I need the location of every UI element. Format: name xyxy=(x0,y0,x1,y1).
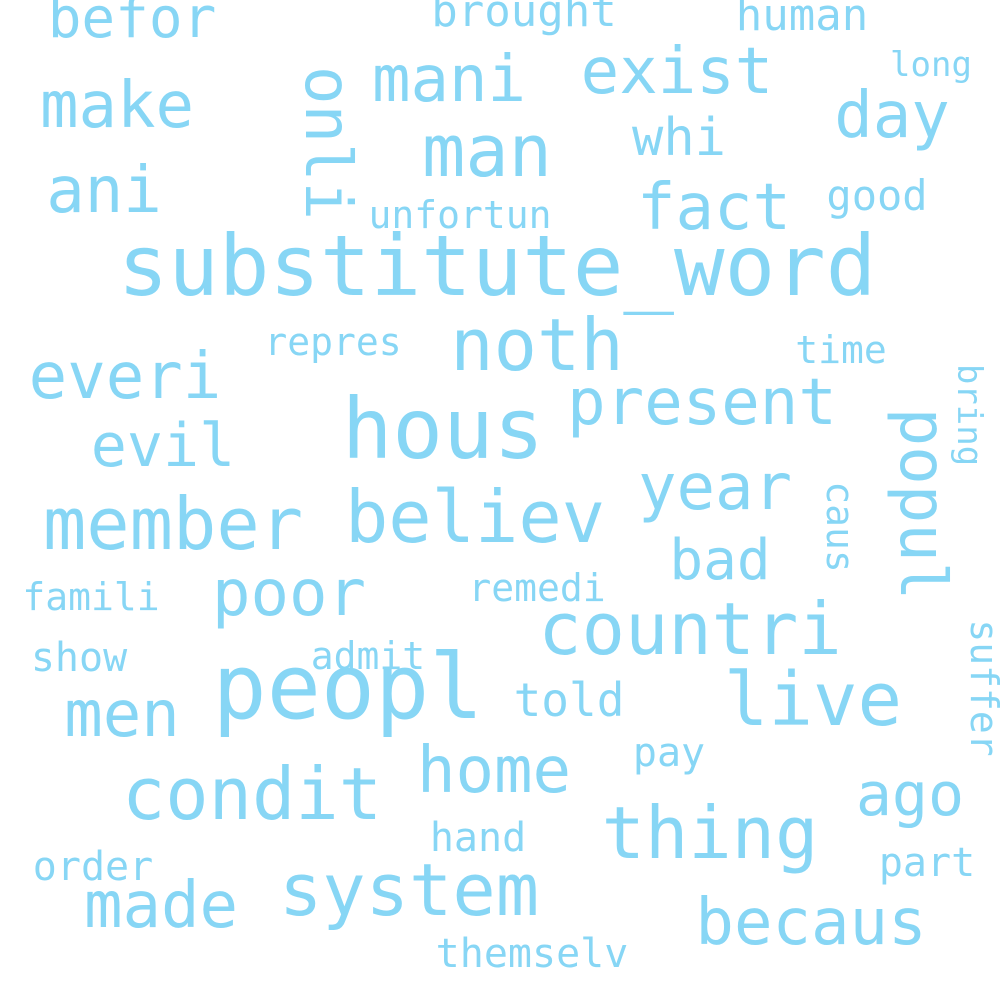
word-bad: bad xyxy=(669,528,770,593)
word-show: show xyxy=(31,635,128,681)
word-repres: repres xyxy=(264,320,401,364)
word-bring: bring xyxy=(949,364,989,466)
word-poor: poor xyxy=(212,557,366,631)
word-long: long xyxy=(890,45,972,85)
word-hous: hous xyxy=(342,380,544,478)
word-condit: condit xyxy=(122,752,382,836)
word-make: make xyxy=(40,69,194,143)
word-countri: countri xyxy=(538,587,841,671)
word-mani: mani xyxy=(372,43,526,117)
word-member: member xyxy=(43,482,303,566)
word-befor: befor xyxy=(48,0,217,51)
word-popul: popul xyxy=(885,408,959,601)
word-noth: noth xyxy=(450,303,623,387)
word-substitute-word: substitute_word xyxy=(118,217,877,315)
word-onli: onli xyxy=(290,66,364,220)
word-system: system xyxy=(279,848,539,932)
word-human: human xyxy=(736,0,868,41)
word-peopl: peopl xyxy=(213,635,484,740)
word-year: year xyxy=(638,451,792,525)
word-everi: everi xyxy=(29,340,222,414)
word-exist: exist xyxy=(581,35,774,109)
word-made: made xyxy=(84,869,238,943)
word-good: good xyxy=(826,171,927,220)
word-men: men xyxy=(64,678,180,752)
word-brought: brought xyxy=(431,0,616,37)
word-becaus: becaus xyxy=(695,886,926,960)
word-admit: admit xyxy=(311,634,425,678)
word-man: man xyxy=(422,109,552,193)
word-unfortun: unfortun xyxy=(368,193,551,237)
word-live: live xyxy=(724,657,902,743)
word-whi: whi xyxy=(632,108,726,168)
word-hand: hand xyxy=(430,815,526,861)
word-home: home xyxy=(417,734,571,808)
word-pay: pay xyxy=(633,730,705,776)
word-suffer: suffer xyxy=(962,619,1000,756)
word-famili: famili xyxy=(22,575,159,619)
word-themselv: themselv xyxy=(436,931,629,977)
word-evil: evil xyxy=(91,411,236,481)
word-order: order xyxy=(33,844,153,890)
word-part: part xyxy=(879,840,975,886)
word-present: present xyxy=(567,366,837,440)
word-remedi: remedi xyxy=(468,566,605,610)
word-time: time xyxy=(795,328,887,372)
word-ago: ago xyxy=(856,760,964,830)
word-thing: thing xyxy=(602,791,819,875)
word-told: told xyxy=(514,673,625,727)
word-caus: caus xyxy=(818,481,862,573)
word-fact: fact xyxy=(637,171,791,245)
word-ani: ani xyxy=(46,154,162,228)
word-believ: believ xyxy=(345,475,605,559)
word-day: day xyxy=(834,79,950,153)
